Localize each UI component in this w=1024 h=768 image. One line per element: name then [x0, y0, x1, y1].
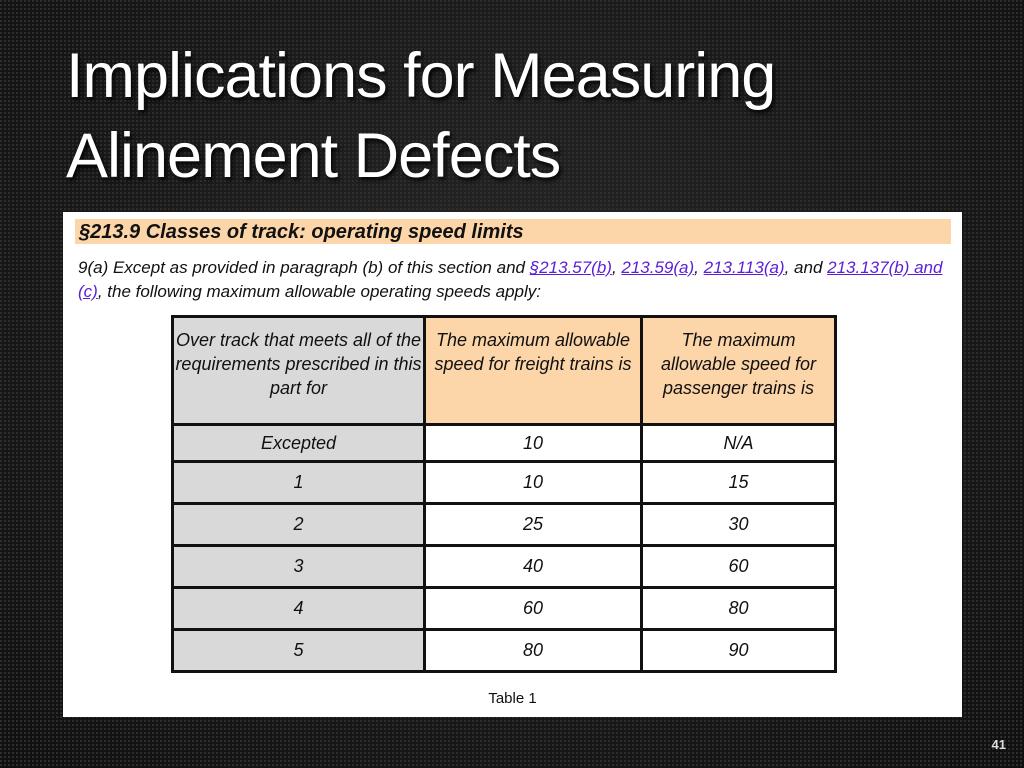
freight-speed-cell: 25: [423, 502, 643, 547]
link-213-57b[interactable]: §213.57(b): [529, 258, 612, 277]
passenger-speed-cell: 60: [640, 544, 837, 589]
link-213-113a[interactable]: 213.113(a): [703, 258, 785, 277]
freight-speed-cell: 10: [423, 460, 643, 505]
section-intro: 9(a) Except as provided in paragraph (b)…: [78, 256, 950, 304]
intro-separator-3: , and: [784, 258, 828, 277]
track-class-cell: 4: [171, 586, 426, 631]
slide-title: Implications for Measuring Alinement Def…: [66, 36, 966, 196]
section-heading: §213.9 Classes of track: operating speed…: [75, 219, 951, 244]
table-row: 4 60 80: [171, 586, 837, 631]
freight-speed-cell: 10: [423, 423, 643, 463]
track-class-cell: 2: [171, 502, 426, 547]
intro-separator-1: ,: [611, 258, 622, 277]
track-class-cell: 3: [171, 544, 426, 589]
track-class-cell: 1: [171, 460, 426, 505]
freight-speed-cell: 80: [423, 628, 643, 673]
passenger-speed-cell: 80: [640, 586, 837, 631]
passenger-speed-cell: 30: [640, 502, 837, 547]
table-row: Excepted 10 N/A: [171, 423, 837, 463]
slide-title-line-1: Implications for Measuring: [66, 41, 776, 111]
header-passenger-speed: The maximum allowable speed for passenge…: [640, 315, 837, 426]
freight-speed-cell: 40: [423, 544, 643, 589]
link-213-59a[interactable]: 213.59(a): [621, 258, 695, 277]
header-track-class: Over track that meets all of the require…: [171, 315, 426, 426]
intro-text-start: 9(a) Except as provided in paragraph (b)…: [78, 258, 530, 277]
table-row: 1 10 15: [171, 460, 837, 505]
intro-separator-2: ,: [694, 258, 704, 277]
document-excerpt: §213.9 Classes of track: operating speed…: [63, 212, 962, 717]
intro-text-end: , the following maximum allowable operat…: [97, 282, 542, 301]
table-caption: Table 1: [488, 690, 537, 707]
passenger-speed-cell: 90: [640, 628, 837, 673]
link-213-137b-c[interactable]: 213.137(b) and (c): [78, 258, 943, 301]
passenger-speed-cell: 15: [640, 460, 837, 505]
page-number: 41: [991, 737, 1006, 752]
passenger-speed-cell: N/A: [640, 423, 837, 463]
table-header-row: Over track that meets all of the require…: [171, 315, 837, 426]
freight-speed-cell: 60: [423, 586, 643, 631]
table-row: 2 25 30: [171, 502, 837, 547]
track-class-cell: 5: [171, 628, 426, 673]
track-class-cell: Excepted: [171, 423, 426, 463]
table-row: 5 80 90: [171, 628, 837, 673]
header-freight-speed: The maximum allowable speed for freight …: [423, 315, 643, 426]
table-row: 3 40 60: [171, 544, 837, 589]
slide-title-line-2: Alinement Defects: [66, 121, 561, 191]
speed-limits-table: Over track that meets all of the require…: [171, 315, 837, 673]
